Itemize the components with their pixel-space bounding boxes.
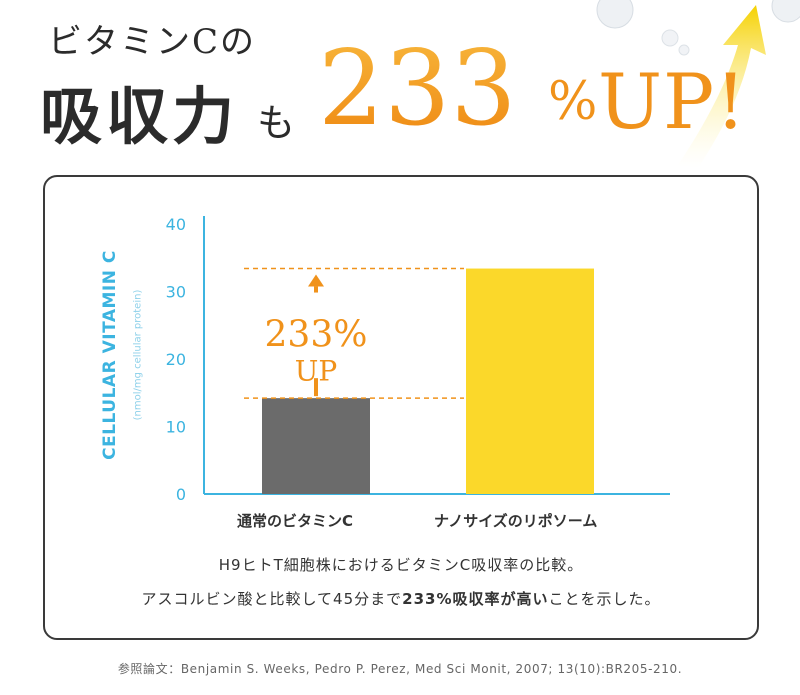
y-tick-label: 40 bbox=[166, 215, 186, 234]
annotation-value: 233% bbox=[265, 315, 368, 356]
y-axis-label: CELLULAR VITAMIN C bbox=[100, 250, 120, 460]
headline-percent: % bbox=[548, 72, 598, 132]
caption-line2: アスコルビン酸と比較して45分まで233%吸収率が高いことを示した。 bbox=[43, 588, 759, 609]
y-axis-unit: (nmol/mg cellular protein) bbox=[132, 289, 144, 421]
headline-line1: ビタミンCの bbox=[48, 22, 257, 62]
annotation-arrow-head bbox=[308, 274, 324, 287]
y-tick-label: 10 bbox=[166, 418, 186, 437]
caption-line2-pre: アスコルビン酸と比較して45分まで bbox=[141, 590, 403, 608]
headline-number: 233 bbox=[318, 27, 517, 149]
y-tick-label: 0 bbox=[176, 485, 186, 504]
reference-citation: 参照論文：Benjamin S. Weeks, Pedro P. Perez, … bbox=[117, 662, 683, 676]
y-tick-label: 20 bbox=[166, 350, 186, 369]
caption-line2-bold: 233%吸収率が高い bbox=[402, 590, 549, 608]
headline-line2: 吸収力 bbox=[40, 80, 239, 153]
bar-1 bbox=[466, 268, 594, 494]
annotation-up: UP bbox=[295, 355, 337, 388]
bar-0 bbox=[262, 398, 370, 494]
chart-card bbox=[43, 175, 759, 640]
headline-up: UP! bbox=[598, 57, 747, 146]
y-tick-label: 30 bbox=[166, 283, 186, 302]
water-drops-decoration bbox=[596, 0, 800, 56]
category-label-standard: 通常のビタミンC bbox=[237, 512, 354, 530]
caption-line2-post: ことを示した。 bbox=[548, 590, 661, 608]
caption-line1: H9ヒトT細胞株におけるビタミンC吸収率の比較。 bbox=[218, 556, 584, 574]
headline-particle: も bbox=[257, 101, 296, 145]
category-label-liposome: ナノサイズのリポソーム bbox=[434, 512, 598, 530]
up-arrow-icon bbox=[678, 5, 766, 168]
